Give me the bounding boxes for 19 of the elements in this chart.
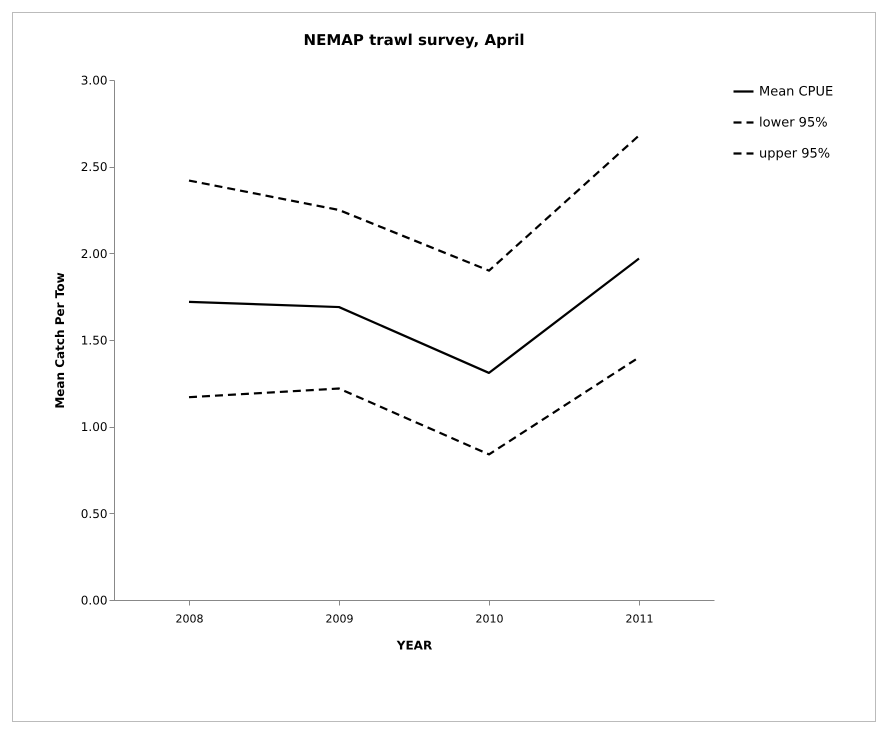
- x-tick-label: 2009: [326, 612, 354, 626]
- legend-label: lower 95%: [759, 116, 828, 130]
- legend-label: upper 95%: [759, 146, 830, 162]
- y-axis-title: Mean Catch Per Tow: [52, 272, 67, 409]
- line-series: [188, 134, 640, 272]
- x-tick-label: 2008: [176, 612, 204, 626]
- y-tick-label: 0.50: [80, 506, 108, 521]
- y-tick-label: 2.00: [80, 246, 108, 261]
- y-tick-label: 1.50: [80, 334, 108, 348]
- y-tick-label: 0.00: [80, 594, 108, 608]
- y-tick-label: 3.00: [80, 74, 108, 88]
- y-tick-label: 2.50: [80, 160, 108, 174]
- x-tick-label: 2011: [626, 612, 654, 626]
- x-axis-title: YEAR: [396, 638, 432, 652]
- x-tick-label: 2010: [476, 612, 504, 626]
- line-series: [188, 257, 640, 374]
- chart-title: NEMAP trawl survey, April: [304, 31, 524, 49]
- y-tick-label: 1.00: [80, 420, 108, 434]
- legend-label: Mean CPUE: [759, 84, 834, 100]
